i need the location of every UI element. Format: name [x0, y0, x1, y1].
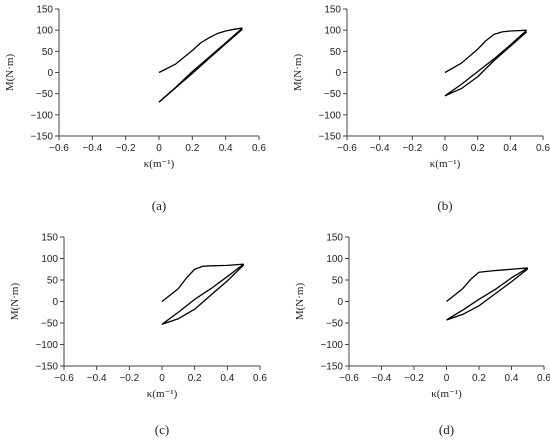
x-tick-label: 0.6: [253, 373, 267, 384]
x-tick-label: −0.4: [370, 143, 390, 154]
series-line: [158, 28, 243, 103]
chart-panel: 150 100 50 0 −50 −100 −150−0.6 −0.4 −0.2 0 0.2 0.4 0…: [9, 233, 267, 438]
series-line: [444, 29, 527, 74]
y-tick-label: 0: [47, 68, 53, 79]
x-tick-label: 0.4: [220, 373, 234, 384]
x-tick-label: −0.4: [372, 373, 392, 384]
x-tick-label: 0: [156, 143, 162, 154]
y-tick-label: 0: [52, 297, 58, 308]
y-tick-label: 50: [330, 47, 342, 58]
y-axis-title: M(N·m): [294, 283, 306, 321]
series-line: [161, 263, 244, 303]
y-axis-title: M(N·m): [9, 283, 21, 321]
series-line: [446, 267, 528, 303]
x-tick-label: 0: [159, 373, 165, 384]
y-tick-label: 150: [41, 233, 58, 244]
y-axis-title: M(N·m): [292, 54, 304, 92]
x-tick-label: 0.4: [505, 373, 519, 384]
y-tick-label: 0: [335, 68, 341, 79]
x-axis-title: κ(m⁻¹): [144, 158, 175, 170]
x-tick-label: −0.2: [116, 143, 136, 154]
y-tick-label: 150: [324, 5, 341, 16]
x-tick-label: 0.2: [471, 143, 485, 154]
x-tick-label: −0.6: [337, 143, 357, 154]
chart-panel: 150 100 50 0 −50 −100 −150−0.6 −0.4 −0.2 0 0.2 0.4 0…: [4, 5, 266, 214]
y-tick-label: −50: [36, 89, 53, 100]
x-tick-label: 0.2: [188, 373, 202, 384]
x-tick-label: −0.2: [119, 373, 139, 384]
y-tick-label: 50: [42, 47, 54, 58]
series-line: [444, 31, 528, 97]
y-tick-label: −150: [35, 362, 58, 373]
series-line: [161, 263, 245, 325]
y-tick-label: −150: [318, 132, 341, 143]
x-tick-label: 0.6: [537, 373, 550, 384]
x-tick-label: −0.6: [49, 143, 69, 154]
panel-label: (b): [437, 198, 452, 213]
y-tick-label: 100: [324, 26, 341, 37]
x-tick-label: −0.6: [339, 373, 359, 384]
x-axis-title: κ(m⁻¹): [147, 388, 178, 400]
x-tick-label: 0.6: [536, 143, 550, 154]
chart-panel: 150 100 50 0 −50 −100 −150−0.6 −0.4 −0.2 0 0.2 0.4 0…: [294, 233, 550, 438]
y-tick-label: −50: [326, 319, 343, 330]
y-tick-label: 100: [36, 26, 53, 37]
y-tick-label: 150: [36, 5, 53, 16]
x-tick-label: 0.6: [252, 143, 266, 154]
y-tick-label: 50: [47, 276, 59, 287]
x-tick-label: 0.2: [185, 143, 199, 154]
x-tick-label: 0.4: [219, 143, 233, 154]
y-tick-label: −50: [41, 319, 58, 330]
panel-label: (a): [152, 198, 166, 213]
y-tick-label: −150: [30, 132, 53, 143]
y-tick-label: 150: [326, 233, 343, 244]
y-tick-label: 0: [337, 297, 343, 308]
series-line: [158, 27, 243, 74]
x-tick-label: −0.2: [404, 373, 424, 384]
y-tick-label: −100: [320, 340, 343, 351]
panel-label: (d): [439, 422, 454, 437]
x-axis-title: κ(m⁻¹): [431, 388, 462, 400]
y-tick-label: −100: [318, 110, 341, 121]
x-tick-label: 0: [444, 373, 450, 384]
series-line: [446, 267, 529, 321]
y-tick-label: 100: [41, 254, 58, 265]
x-tick-label: −0.4: [87, 373, 107, 384]
x-tick-label: 0.2: [472, 373, 486, 384]
y-tick-label: −100: [30, 110, 53, 121]
y-tick-label: 50: [332, 276, 344, 287]
x-axis-title: κ(m⁻¹): [430, 158, 461, 170]
panel-label: (c): [155, 422, 169, 437]
y-tick-label: 100: [326, 254, 343, 265]
y-tick-label: −50: [324, 89, 341, 100]
x-tick-label: −0.2: [402, 143, 422, 154]
x-tick-label: −0.4: [82, 143, 102, 154]
y-tick-label: −100: [35, 340, 58, 351]
series-line: [446, 268, 529, 321]
x-tick-label: −0.6: [54, 373, 74, 384]
series-line: [161, 264, 245, 325]
series-line: [444, 29, 528, 97]
x-tick-label: 0.4: [503, 143, 517, 154]
x-tick-label: 0: [442, 143, 448, 154]
chart-panel: 150 100 50 0 −50 −100 −150−0.6 −0.4 −0.2 0 0.2 0.4 0…: [292, 5, 550, 214]
y-axis-title: M(N·m): [4, 54, 16, 92]
y-tick-label: −150: [320, 362, 343, 373]
